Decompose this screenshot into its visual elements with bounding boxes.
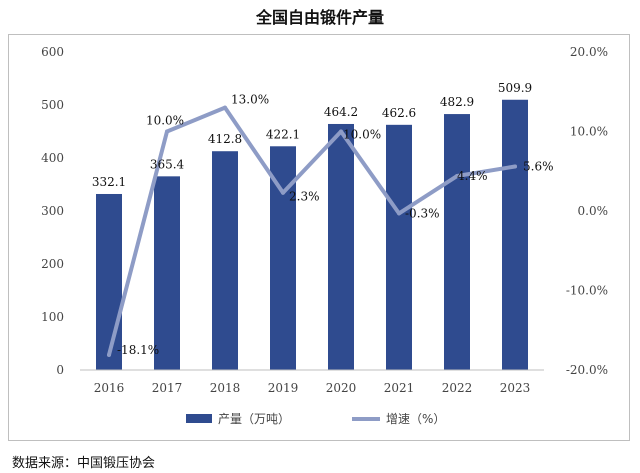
chart-title: 全国自由锻件产量 xyxy=(255,8,384,27)
x-tick-label: 2022 xyxy=(442,381,473,395)
x-tick-label: 2016 xyxy=(94,381,125,395)
x-tick-label: 2017 xyxy=(152,381,183,395)
labels-layer: 332.1 365.4 412.8 422.1 464.2 462.6 482.9 509.9… xyxy=(92,81,554,357)
y-right-tick-label: -20.0% xyxy=(566,363,608,377)
growth-point-2020 xyxy=(339,129,343,134)
y-right-tick-label: 0.0% xyxy=(578,204,609,218)
bar-value-label: 482.9 xyxy=(440,95,474,109)
bar-2016 xyxy=(96,193,122,370)
y-left-tick-label: 400 xyxy=(41,151,64,165)
bar-line-chart: 332.1 365.4 412.8 422.1 464.2 462.6 482.9 509.9… xyxy=(41,45,608,426)
bar-value-label: 509.9 xyxy=(498,81,532,95)
legend-label-line: 增速（%） xyxy=(386,412,445,426)
x-tick-label: 2020 xyxy=(326,381,357,395)
growth-value-label: 2.3% xyxy=(289,190,320,204)
growth-point-2016 xyxy=(107,352,111,357)
y-right-tick-label: 10.0% xyxy=(570,125,608,139)
growth-value-label: -18.1% xyxy=(117,343,159,357)
growth-value-label: 10.0% xyxy=(146,114,184,128)
x-tick-label: 2021 xyxy=(384,381,415,395)
x-tick-label: 2023 xyxy=(500,381,531,395)
y-left-tick-label: 200 xyxy=(41,257,64,271)
bar-value-label: 365.4 xyxy=(150,157,185,171)
chart-frame xyxy=(8,34,630,441)
legend[interactable]: 产量（万吨） 增速（%） xyxy=(186,412,445,426)
bar-2021 xyxy=(386,124,412,371)
bars-layer xyxy=(96,99,528,371)
y-right-tick-label: 20.0% xyxy=(570,45,608,59)
growth-point-2023 xyxy=(513,164,517,169)
bar-value-label: 332.1 xyxy=(92,175,126,189)
growth-point-2017 xyxy=(165,129,169,134)
x-tick-label: 2018 xyxy=(210,381,241,395)
bar-2020 xyxy=(328,123,354,370)
growth-point-2021 xyxy=(397,211,401,216)
growth-value-label: 13.0% xyxy=(231,93,269,107)
axes-layer: 0 100 200 300 400 500 600 -20.0% -10.0% 0.0% 10.0%… xyxy=(41,45,608,395)
growth-point-2022 xyxy=(455,174,459,179)
y-right-tick-label: -10.0% xyxy=(566,284,608,298)
growth-line xyxy=(107,105,517,357)
growth-point-2019 xyxy=(281,190,285,195)
source-note: 数据来源：中国锻压协会 xyxy=(12,456,156,471)
line-layer xyxy=(107,105,517,357)
growth-value-label: -0.3% xyxy=(405,206,440,220)
y-left-tick-label: 100 xyxy=(41,310,64,324)
bar-value-label: 412.8 xyxy=(208,132,242,146)
legend-swatch-bar xyxy=(186,414,212,423)
bar-2022 xyxy=(444,114,470,370)
growth-value-label: 4.4% xyxy=(457,169,488,183)
y-left-tick-label: 0 xyxy=(56,363,64,377)
bar-value-label: 464.2 xyxy=(324,105,358,119)
y-left-tick-label: 300 xyxy=(41,204,64,218)
bar-2023 xyxy=(502,99,528,371)
growth-point-2018 xyxy=(223,105,227,110)
growth-value-label: 5.6% xyxy=(523,159,554,173)
bar-value-label: 462.6 xyxy=(382,106,416,120)
bar-2017 xyxy=(154,176,180,370)
bar-2018 xyxy=(212,151,238,370)
growth-value-label: 10.0% xyxy=(343,128,381,142)
bar-value-label: 422.1 xyxy=(266,127,300,141)
x-tick-label: 2019 xyxy=(268,381,299,395)
y-left-tick-label: 600 xyxy=(41,45,64,59)
legend-label-bar: 产量（万吨） xyxy=(218,412,290,426)
y-left-tick-label: 500 xyxy=(41,98,64,112)
